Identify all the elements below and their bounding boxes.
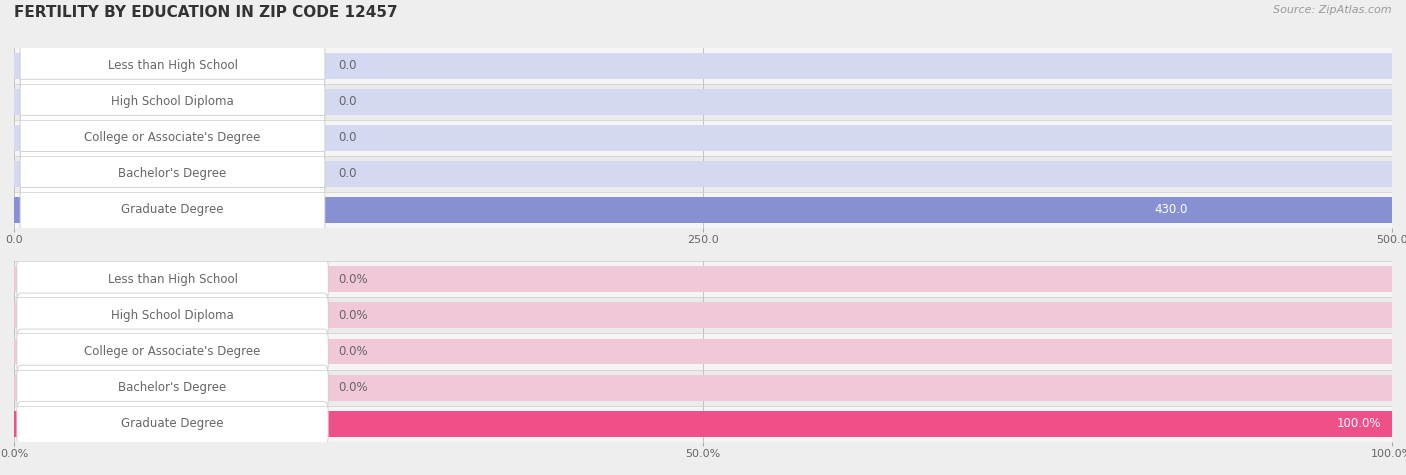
FancyBboxPatch shape (20, 152, 325, 196)
Bar (14, 303, 1392, 328)
Text: High School Diploma: High School Diploma (111, 309, 233, 322)
FancyBboxPatch shape (20, 188, 325, 232)
FancyBboxPatch shape (20, 43, 325, 88)
Bar (14, 89, 1392, 114)
Text: 0.0%: 0.0% (337, 273, 367, 286)
Bar (14, 333, 1392, 370)
Text: FERTILITY BY EDUCATION IN ZIP CODE 12457: FERTILITY BY EDUCATION IN ZIP CODE 12457 (14, 5, 398, 20)
Bar (14, 156, 1392, 192)
Bar (14, 84, 1392, 120)
Text: 430.0: 430.0 (1154, 203, 1188, 217)
Text: Less than High School: Less than High School (107, 273, 238, 286)
Text: 0.0%: 0.0% (337, 345, 367, 358)
Bar (14, 266, 1392, 292)
Text: 0.0%: 0.0% (337, 309, 367, 322)
FancyBboxPatch shape (17, 401, 328, 446)
Bar (14, 411, 1392, 437)
Bar (14, 297, 1392, 333)
FancyBboxPatch shape (20, 79, 325, 124)
Text: Less than High School: Less than High School (107, 59, 238, 72)
Text: Graduate Degree: Graduate Degree (121, 417, 224, 430)
Bar (14, 120, 1392, 156)
Bar (14, 411, 1392, 437)
Bar (14, 197, 1199, 223)
Bar (14, 339, 1392, 364)
Text: Graduate Degree: Graduate Degree (121, 203, 224, 217)
FancyBboxPatch shape (17, 329, 328, 374)
Bar (14, 197, 1392, 223)
FancyBboxPatch shape (17, 257, 328, 302)
Bar (14, 48, 1392, 84)
Text: Bachelor's Degree: Bachelor's Degree (118, 167, 226, 180)
Text: 0.0%: 0.0% (337, 381, 367, 394)
FancyBboxPatch shape (20, 115, 325, 160)
Bar (14, 375, 1392, 400)
Text: Bachelor's Degree: Bachelor's Degree (118, 381, 226, 394)
Text: 0.0: 0.0 (337, 167, 356, 180)
FancyBboxPatch shape (17, 365, 328, 410)
Text: College or Associate's Degree: College or Associate's Degree (84, 131, 260, 144)
Bar (14, 192, 1392, 228)
Text: High School Diploma: High School Diploma (111, 95, 233, 108)
Bar (14, 406, 1392, 442)
Bar (14, 125, 1392, 151)
Text: 0.0: 0.0 (337, 95, 356, 108)
Bar (14, 370, 1392, 406)
FancyBboxPatch shape (17, 293, 328, 338)
Text: 0.0: 0.0 (337, 131, 356, 144)
Bar (14, 261, 1392, 297)
Bar (14, 53, 1392, 78)
Bar (14, 161, 1392, 187)
Text: 0.0: 0.0 (337, 59, 356, 72)
Text: College or Associate's Degree: College or Associate's Degree (84, 345, 260, 358)
Text: 100.0%: 100.0% (1337, 417, 1381, 430)
Text: Source: ZipAtlas.com: Source: ZipAtlas.com (1274, 5, 1392, 15)
